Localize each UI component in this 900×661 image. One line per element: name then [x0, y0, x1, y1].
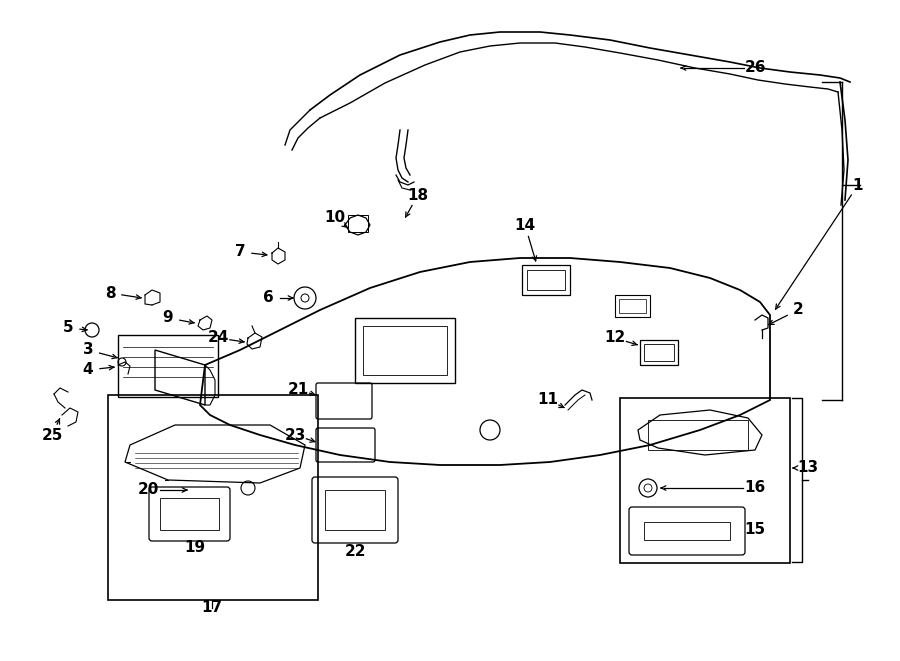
Text: 22: 22: [344, 545, 365, 559]
Text: 19: 19: [184, 541, 205, 555]
Text: 17: 17: [202, 600, 222, 615]
Text: 15: 15: [744, 522, 766, 537]
Text: 3: 3: [83, 342, 94, 358]
Text: 25: 25: [41, 428, 63, 442]
Text: 16: 16: [744, 481, 766, 496]
Text: 20: 20: [138, 483, 158, 498]
Text: 6: 6: [263, 290, 274, 305]
Text: 2: 2: [793, 303, 804, 317]
Text: 14: 14: [515, 217, 536, 233]
Text: 10: 10: [324, 210, 346, 225]
Text: 26: 26: [745, 61, 767, 75]
Text: 5: 5: [63, 321, 73, 336]
Text: 7: 7: [235, 245, 246, 260]
Text: 21: 21: [287, 383, 309, 397]
Text: 23: 23: [284, 428, 306, 442]
Text: 9: 9: [163, 311, 174, 325]
Text: 11: 11: [537, 393, 559, 407]
Text: 18: 18: [408, 188, 428, 202]
Text: 12: 12: [605, 330, 626, 346]
Text: 1: 1: [853, 178, 863, 192]
Text: 4: 4: [83, 362, 94, 377]
Text: 13: 13: [797, 461, 819, 475]
Text: 8: 8: [104, 286, 115, 301]
Text: 24: 24: [207, 330, 229, 346]
